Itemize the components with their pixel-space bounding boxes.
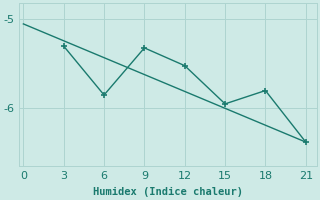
X-axis label: Humidex (Indice chaleur): Humidex (Indice chaleur) — [93, 186, 243, 197]
